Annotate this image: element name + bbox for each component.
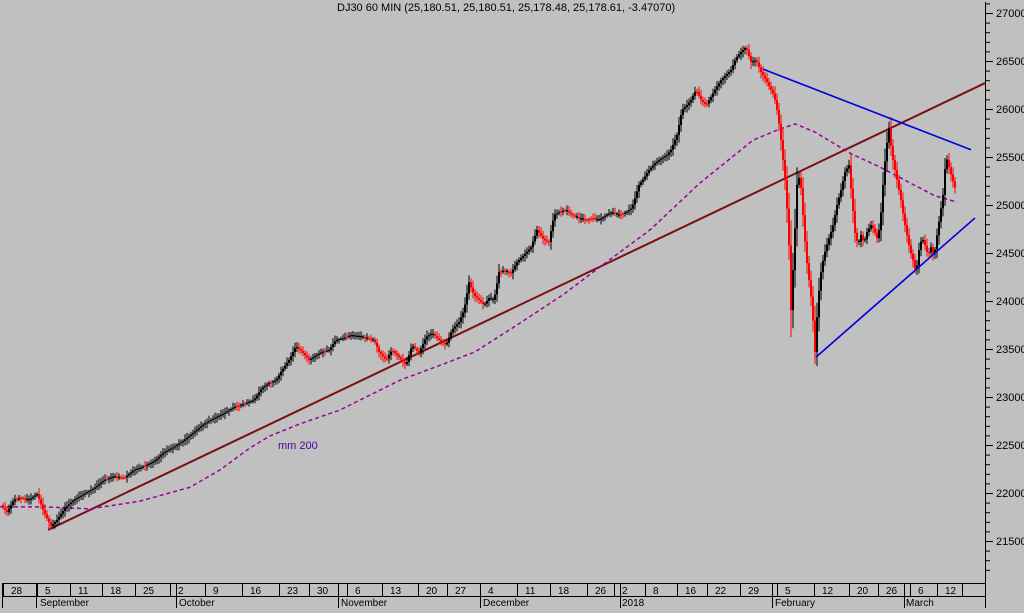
y-axis-label: 23500 bbox=[996, 344, 1024, 356]
wedge-upper-trendline[interactable] bbox=[762, 68, 972, 151]
x-axis-day-label: 23 bbox=[287, 586, 299, 597]
x-axis-day-label: 5 bbox=[785, 586, 791, 597]
y-axis-label: 21500 bbox=[996, 536, 1024, 548]
x-axis-month-label: 2018 bbox=[622, 598, 645, 608]
x-axis-day-label: 28 bbox=[11, 586, 23, 597]
x-axis-day-label: 12 bbox=[945, 586, 957, 597]
x-axis-month-label: December bbox=[483, 598, 530, 608]
ma200-line bbox=[0, 123, 958, 510]
x-axis-day-label: 2 bbox=[178, 586, 184, 597]
y-axis-label: 26000 bbox=[996, 104, 1024, 116]
ma200-label: mm 200 bbox=[278, 440, 318, 452]
x-axis-day-label: 30 bbox=[317, 586, 329, 597]
x-axis-day-label: 29 bbox=[748, 586, 760, 597]
y-axis-label: 27000 bbox=[996, 8, 1024, 20]
x-axis-day-label: 16 bbox=[250, 586, 262, 597]
x-axis-month-label: February bbox=[775, 598, 815, 608]
x-axis-day-label: 8 bbox=[653, 586, 659, 597]
x-axis-day-label: 16 bbox=[685, 586, 697, 597]
x-axis-day-label: 22 bbox=[715, 586, 727, 597]
y-axis-label: 23000 bbox=[996, 392, 1024, 404]
x-axis-day-label: 26 bbox=[595, 586, 607, 597]
x-axis-day-label: 12 bbox=[822, 586, 834, 597]
x-axis-day-label: 6 bbox=[918, 586, 924, 597]
y-axis-label: 25000 bbox=[996, 200, 1024, 212]
x-axis-day-label: 26 bbox=[886, 586, 898, 597]
x-axis-day-label: 20 bbox=[857, 586, 869, 597]
x-axis-day-label: 5 bbox=[45, 586, 51, 597]
x-axis-day-label: 20 bbox=[426, 586, 438, 597]
x-axis-day-label: 18 bbox=[110, 586, 122, 597]
y-axis-label: 24000 bbox=[996, 296, 1024, 308]
y-axis-label: 22500 bbox=[996, 440, 1024, 452]
y-axis-label: 25500 bbox=[996, 152, 1024, 164]
x-axis-day-label: 9 bbox=[213, 586, 219, 597]
x-axis-month-label: November bbox=[341, 598, 388, 608]
chart-title: DJ30 60 MIN (25,180.51, 25,180.51, 25,17… bbox=[337, 2, 676, 14]
x-axis-month-label: October bbox=[179, 598, 215, 608]
y-axis-label: 26500 bbox=[996, 56, 1024, 68]
candlesticks bbox=[2, 44, 956, 530]
wedge-lower-trendline[interactable] bbox=[815, 217, 976, 358]
x-axis-day-label: 13 bbox=[390, 586, 402, 597]
x-axis-day-label: 4 bbox=[488, 586, 494, 597]
x-axis-day-label: 2 bbox=[622, 586, 628, 597]
x-axis-day-label: 25 bbox=[143, 586, 155, 597]
x-axis-day-label: 6 bbox=[355, 586, 361, 597]
y-axis-label: 24500 bbox=[996, 248, 1024, 260]
x-axis-month-label: September bbox=[40, 598, 90, 608]
x-axis-day-label: 11 bbox=[78, 586, 89, 597]
x-axis-day-label: 18 bbox=[558, 586, 570, 597]
y-axis-label: 22000 bbox=[996, 488, 1024, 500]
x-axis-day-label: 27 bbox=[455, 586, 467, 597]
long-term-support-trendline[interactable] bbox=[47, 82, 986, 531]
x-axis-day-label: 11 bbox=[525, 586, 536, 597]
x-axis-month-label: March bbox=[906, 598, 934, 608]
